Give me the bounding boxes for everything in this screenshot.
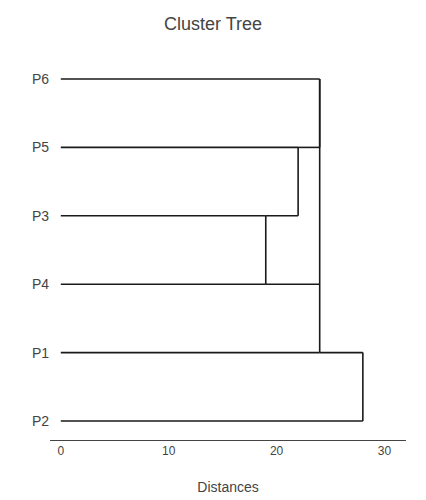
svg-text:Cluster Tree: Cluster Tree — [164, 14, 262, 34]
svg-text:P3: P3 — [32, 208, 49, 224]
svg-text:P2: P2 — [32, 413, 49, 429]
svg-text:0: 0 — [57, 444, 64, 458]
svg-text:P4: P4 — [32, 276, 49, 292]
svg-text:20: 20 — [270, 444, 284, 458]
svg-text:Distances: Distances — [197, 479, 258, 495]
svg-text:P6: P6 — [32, 71, 49, 87]
svg-text:30: 30 — [378, 444, 392, 458]
svg-text:10: 10 — [162, 444, 176, 458]
svg-text:P5: P5 — [32, 139, 49, 155]
svg-text:P1: P1 — [32, 345, 49, 361]
